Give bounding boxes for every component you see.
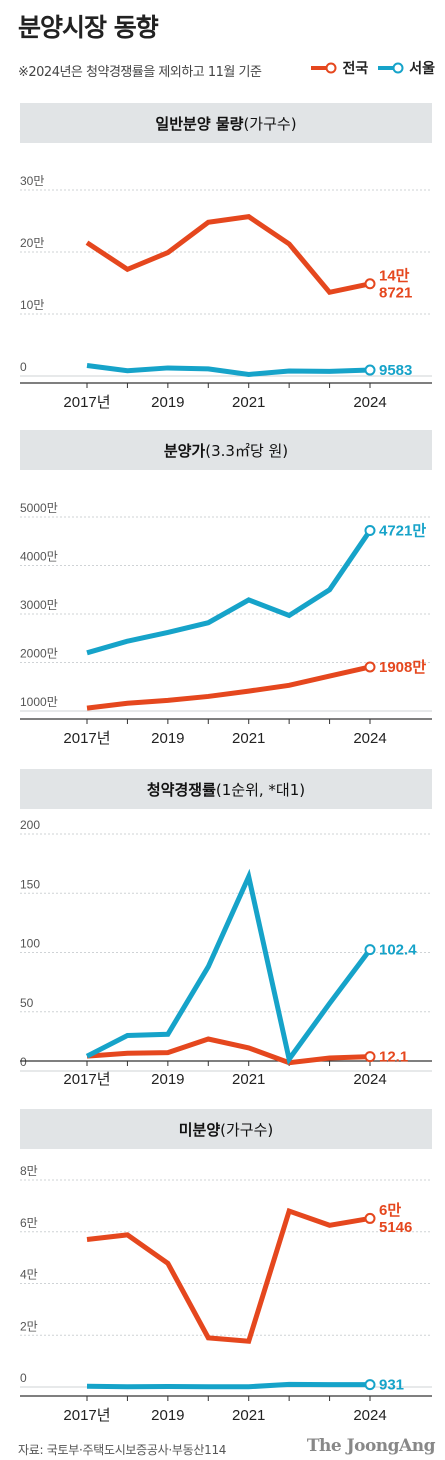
legend-item-seoul: 서울 bbox=[378, 58, 435, 78]
data-label: 12.1 bbox=[379, 1049, 408, 1066]
end-point-marker bbox=[364, 278, 376, 290]
chart-3-header: 청약경쟁률 (1순위, *대1) bbox=[20, 769, 432, 809]
x-tick-label: 2021 bbox=[232, 730, 265, 747]
y-tick-label: 4만 bbox=[20, 1268, 38, 1282]
x-tick-label: 2019 bbox=[151, 394, 184, 411]
series-line-national bbox=[86, 1036, 371, 1066]
y-tick-label: 8만 bbox=[20, 1164, 38, 1178]
y-tick-label: 0 bbox=[20, 360, 27, 374]
x-tick-label: 2019 bbox=[151, 1071, 184, 1088]
chart-sale-price: 1000만 2000만 3000만 4000만 5000만 2017년 2019 2021 20… bbox=[20, 501, 432, 747]
y-tick-label: 2000만 bbox=[20, 647, 58, 661]
footnote: ※2024년은 청약경쟁률을 제외하고 11월 기준 bbox=[18, 65, 262, 80]
y-tick-label: 200 bbox=[20, 818, 40, 832]
x-tick-label: 2021 bbox=[232, 1407, 265, 1424]
chart-2-header: 분양가 (3.3㎡당 원) bbox=[20, 430, 432, 470]
end-point-marker bbox=[364, 525, 376, 537]
data-label: 5146 bbox=[379, 1219, 412, 1236]
y-tick-label: 150 bbox=[20, 877, 40, 891]
x-tick-label: 2024 bbox=[353, 1407, 386, 1424]
y-tick-label: 4000만 bbox=[20, 550, 58, 564]
y-tick-label: 100 bbox=[20, 937, 40, 951]
source-credit: 자료: 국토부·주택도시보증공사·부동산114 bbox=[18, 1443, 227, 1457]
data-label: 4721만 bbox=[379, 523, 426, 540]
data-label: 9583 bbox=[379, 362, 412, 379]
x-tick-label: 2021 bbox=[232, 394, 265, 411]
data-label: 102.4 bbox=[379, 942, 417, 959]
x-tick-label: 2017년 bbox=[63, 1071, 110, 1088]
end-point-marker bbox=[364, 1051, 376, 1063]
series-line-national bbox=[85, 214, 371, 296]
y-tick-label: 30만 bbox=[20, 174, 44, 188]
data-label: 6만 bbox=[379, 1202, 401, 1219]
x-tick-label: 2019 bbox=[151, 730, 184, 747]
x-tick-label: 2017년 bbox=[63, 394, 110, 411]
legend-label-national: 전국 bbox=[342, 61, 369, 77]
legend: 전국 서울 bbox=[311, 58, 435, 78]
chart-4-title: 미분양 bbox=[178, 1120, 221, 1139]
end-point-marker bbox=[364, 1379, 376, 1391]
series-line-national bbox=[86, 664, 371, 711]
series-line-national bbox=[86, 1207, 371, 1344]
end-point-marker bbox=[364, 364, 376, 376]
data-label: 8721 bbox=[379, 284, 412, 301]
chart-2-title: 분양가 bbox=[163, 441, 206, 460]
page-title: 분양시장 동향 bbox=[18, 13, 159, 42]
y-tick-label: 5000만 bbox=[20, 501, 58, 515]
y-tick-label: 20만 bbox=[20, 236, 44, 250]
y-tick-label: 1000만 bbox=[20, 695, 58, 709]
y-tick-label: 50 bbox=[20, 996, 34, 1010]
y-tick-label: 0 bbox=[20, 1371, 27, 1385]
legend-line-marker-national bbox=[311, 62, 337, 74]
y-tick-label: 10만 bbox=[20, 298, 44, 312]
legend-item-national: 전국 bbox=[311, 58, 368, 78]
x-tick-label: 2017년 bbox=[63, 730, 110, 747]
end-point-marker bbox=[364, 1212, 376, 1224]
x-tick-label: 2024 bbox=[353, 730, 386, 747]
series-line-seoul bbox=[86, 529, 373, 656]
data-label: 14만 bbox=[379, 267, 410, 284]
y-tick-label: 0 bbox=[20, 1055, 27, 1069]
chart-2-title-suffix: (3.3㎡당 원) bbox=[205, 441, 289, 460]
end-point-marker bbox=[364, 944, 376, 956]
chart-1-title-suffix: (가구수) bbox=[243, 114, 297, 133]
data-label: 1908만 bbox=[379, 659, 426, 676]
x-tick-label: 2019 bbox=[151, 1407, 184, 1424]
chart-1-header: 일반분양 물량 (가구수) bbox=[20, 103, 432, 143]
x-tick-label: 2024 bbox=[353, 394, 386, 411]
chart-1-title: 일반분양 물량 bbox=[155, 114, 244, 133]
y-tick-label: 2만 bbox=[20, 1319, 38, 1333]
x-tick-label: 2024 bbox=[353, 1071, 386, 1088]
brand-logo: The JoongAng bbox=[306, 1436, 436, 1456]
y-tick-label: 6만 bbox=[20, 1216, 38, 1230]
legend-label-seoul: 서울 bbox=[409, 61, 435, 77]
chart-competition-rate: 0 50 100 150 200 2017년 2019 2021 2024 12.1 102.4 bbox=[20, 818, 432, 1088]
x-tick-label: 2021 bbox=[232, 1071, 265, 1088]
chart-3-title: 청약경쟁률 bbox=[146, 780, 216, 799]
chart-3-title-suffix: (1순위, *대1) bbox=[215, 780, 306, 799]
chart-4-header: 미분양 (가구수) bbox=[20, 1109, 432, 1149]
series-line-seoul bbox=[85, 868, 372, 1066]
end-point-marker bbox=[364, 661, 376, 673]
series-line-seoul bbox=[86, 1381, 371, 1390]
legend-line-marker-seoul bbox=[378, 62, 404, 74]
data-label: 931 bbox=[379, 1377, 404, 1394]
x-tick-label: 2017년 bbox=[63, 1407, 110, 1424]
series-line-seoul bbox=[86, 362, 371, 377]
chart-4-title-suffix: (가구수) bbox=[220, 1120, 274, 1139]
y-tick-label: 3000만 bbox=[20, 598, 58, 612]
